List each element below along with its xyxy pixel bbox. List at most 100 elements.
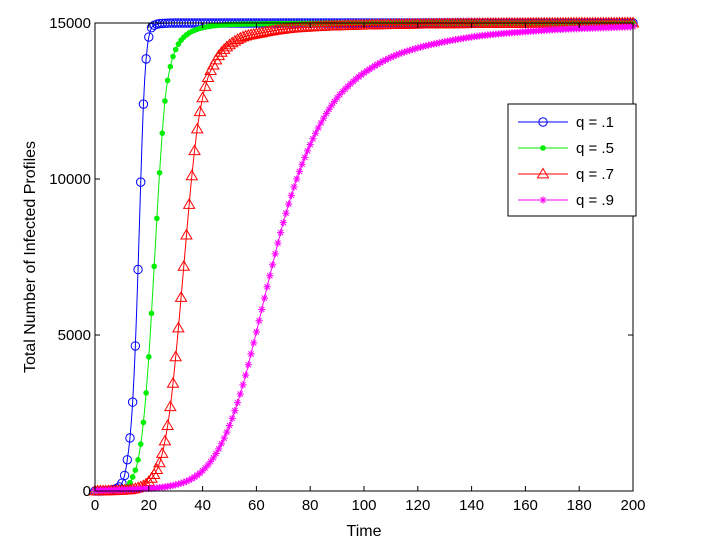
- data-point-star: [228, 414, 236, 422]
- data-point-triangle: [233, 31, 247, 43]
- data-point-triangle: [250, 27, 263, 39]
- data-point-star: [199, 467, 207, 475]
- data-point-dot: [162, 98, 168, 104]
- data-point-star: [306, 141, 314, 149]
- data-point-star: [301, 153, 309, 161]
- data-point-dot: [167, 63, 174, 70]
- data-point-triangle: [185, 169, 199, 181]
- data-point-star: [279, 219, 287, 227]
- data-point-star: [209, 454, 217, 462]
- data-point-triangle: [258, 25, 271, 37]
- data-point-star: [424, 41, 433, 49]
- data-point-star: [341, 85, 349, 93]
- data-point-dot: [164, 77, 171, 84]
- data-point-star: [325, 105, 333, 113]
- data-point-circle: [130, 341, 141, 351]
- data-point-triangle: [255, 26, 269, 38]
- data-point-star: [416, 43, 425, 51]
- data-point-star: [438, 38, 446, 46]
- data-point-star: [204, 461, 212, 469]
- data-point-triangle: [174, 291, 188, 302]
- data-point-star: [441, 38, 449, 46]
- y-tick-label: 5000: [58, 327, 91, 344]
- data-point-star: [185, 476, 193, 484]
- legend-item: q = .1: [518, 114, 614, 131]
- data-point-dot: [135, 457, 141, 463]
- data-point-star: [295, 167, 304, 176]
- data-point-star: [188, 475, 196, 483]
- x-tick-label: 200: [620, 497, 645, 514]
- x-tick-label: 160: [513, 497, 538, 514]
- data-point-star: [268, 261, 277, 269]
- data-point-star: [384, 54, 392, 63]
- x-tick-label: 80: [302, 497, 319, 514]
- data-point-triangle: [190, 122, 204, 134]
- data-point-star: [274, 239, 282, 247]
- y-tick-label: 10000: [49, 171, 91, 188]
- data-point-circle: [122, 455, 132, 465]
- data-point-circle: [133, 264, 143, 275]
- data-point-star: [236, 390, 244, 398]
- legend-label: q = .5: [576, 140, 614, 157]
- data-point-star: [303, 147, 312, 155]
- data-point-circle: [136, 177, 146, 187]
- data-point-star: [373, 60, 382, 68]
- x-tick-label: 60: [248, 497, 265, 514]
- y-tick-label: 0: [83, 483, 91, 500]
- data-point-star: [363, 67, 371, 75]
- data-point-star: [231, 407, 239, 415]
- data-point-dot: [175, 41, 182, 47]
- data-point-star: [190, 473, 199, 481]
- data-point-triangle: [241, 28, 255, 40]
- data-point-star: [435, 39, 443, 47]
- data-point-star: [430, 40, 438, 48]
- data-point-star: [328, 101, 336, 109]
- data-point-star: [376, 59, 384, 67]
- data-point-star: [381, 56, 390, 64]
- data-point-star: [309, 135, 317, 143]
- data-point-star: [242, 371, 250, 379]
- data-point-triangle: [153, 456, 166, 468]
- data-point-circle: [538, 117, 548, 127]
- data-point-star: [223, 428, 231, 436]
- data-point-star: [260, 294, 269, 302]
- data-point-dot: [140, 419, 147, 426]
- data-point-triangle: [166, 376, 180, 388]
- data-point-star: [427, 40, 435, 49]
- data-point-dot: [154, 215, 160, 222]
- data-point-star: [277, 229, 285, 237]
- data-point-star: [357, 71, 365, 79]
- data-point-star: [403, 47, 411, 55]
- x-tick-label: 20: [140, 497, 157, 514]
- data-point-star: [250, 339, 258, 347]
- data-point-star: [317, 119, 325, 127]
- data-point-star: [433, 39, 441, 47]
- data-point-triangle: [161, 419, 175, 431]
- data-point-star: [392, 51, 400, 59]
- data-point-star: [320, 114, 328, 122]
- data-point-star: [422, 42, 430, 50]
- legend-label: q = .9: [576, 192, 614, 209]
- data-point-star: [408, 45, 417, 54]
- data-point-dot: [129, 474, 136, 480]
- data-point-star: [539, 196, 547, 204]
- data-point-star: [174, 480, 182, 488]
- data-point-star: [290, 183, 298, 191]
- data-point-triangle: [150, 463, 164, 474]
- data-point-star: [244, 361, 252, 369]
- data-point-dot: [146, 354, 152, 360]
- data-point-star: [212, 449, 220, 458]
- data-point-triangle: [169, 350, 183, 362]
- data-point-star: [389, 52, 398, 60]
- data-point-triangle: [215, 45, 228, 57]
- data-point-triangle: [177, 259, 191, 271]
- data-point-triangle: [196, 91, 209, 103]
- data-point-star: [379, 57, 387, 65]
- data-point-star: [368, 63, 376, 72]
- data-point-triangle: [180, 228, 193, 240]
- data-point-star: [411, 45, 419, 53]
- legend-label: q = .1: [576, 114, 614, 131]
- data-point-circle: [125, 433, 135, 443]
- ticks-layer: 0 20 40 60 80 100 120 140 160 180 200 0 5000 10000 150…: [49, 15, 645, 514]
